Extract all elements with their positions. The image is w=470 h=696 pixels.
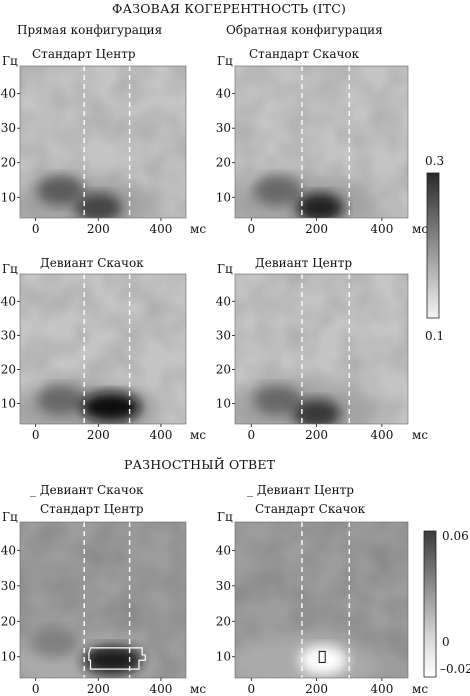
y-tick-label: 30 <box>216 328 231 342</box>
plot-frame <box>234 521 409 679</box>
diff1-title-top: _ Девиант Скачок <box>30 483 144 497</box>
y-tick-label: 20 <box>1 614 16 628</box>
x-tick-label: 0 <box>248 222 256 236</box>
y-tick-label: 30 <box>1 579 16 593</box>
reverse-config-label: Обратная конфигурация <box>226 23 383 37</box>
y-tick-label: 40 <box>216 87 231 101</box>
diff1-title-bottom: Стандарт Центр <box>40 502 144 516</box>
plot-frame <box>19 65 187 219</box>
direct-config-label: Прямая конфигурация <box>17 23 163 37</box>
y-axis-unit: Гц <box>217 54 233 68</box>
main-title: ФАЗОВАЯ КОГЕРЕНТНОСТЬ (ITC) <box>112 1 347 16</box>
y-tick-label: 20 <box>1 362 16 376</box>
diff2-title-top: _ Девиант Центр <box>247 483 354 497</box>
x-tick-label: 400 <box>149 222 172 236</box>
significance-outline <box>88 647 146 670</box>
y-tick-label: 10 <box>1 190 16 204</box>
y-tick-label: 40 <box>1 294 16 308</box>
y-axis-unit: Гц <box>2 54 18 68</box>
y-tick-label: 40 <box>1 543 16 557</box>
x-tick-label: 0 <box>32 428 40 442</box>
x-tick-label: 400 <box>149 682 172 696</box>
plot-frame <box>19 273 187 425</box>
x-tick-label: 0 <box>248 682 256 696</box>
heatmap-peak-0 <box>299 645 348 676</box>
heatmap-peak-1 <box>74 192 123 218</box>
panel-title-std-center: Стандарт Центр <box>32 47 136 61</box>
x-tick-label: 200 <box>87 682 110 696</box>
heatmap-peak-1 <box>30 627 79 658</box>
x-tick-label: 200 <box>305 222 328 236</box>
x-tick-label: 0 <box>32 222 40 236</box>
x-tick-label: 200 <box>87 222 110 236</box>
heatmap-peak-0 <box>82 645 143 676</box>
y-axis-unit: Гц <box>2 510 18 524</box>
x-tick-label: 400 <box>370 428 393 442</box>
x-axis-unit: мс <box>412 682 428 696</box>
y-tick-label: 10 <box>216 190 231 204</box>
y-tick-label: 20 <box>1 156 16 170</box>
y-axis-unit: Гц <box>2 262 18 276</box>
x-tick-label: 200 <box>305 682 328 696</box>
y-tick-label: 30 <box>1 328 16 342</box>
heatmap-peak-1 <box>80 391 141 422</box>
colorbar-itc-max: 0.3 <box>425 154 445 168</box>
x-tick-label: 0 <box>32 682 40 696</box>
panel-title-std-jump: Стандарт Скачок <box>249 47 360 61</box>
x-axis-unit: мс <box>190 222 206 236</box>
y-tick-label: 30 <box>216 121 231 135</box>
plot-frame <box>234 273 409 425</box>
y-tick-label: 40 <box>1 87 16 101</box>
x-axis-unit: мс <box>412 428 428 442</box>
heatmap-peak-0 <box>36 175 85 206</box>
y-tick-label: 10 <box>1 397 16 411</box>
y-axis-unit: Гц <box>217 510 233 524</box>
heatmap-peak-0 <box>253 175 302 206</box>
heatmap-peak-1 <box>295 192 344 218</box>
significance-outline <box>318 650 326 663</box>
colorbar-diff-max: 0.06 <box>442 529 469 543</box>
y-tick-label: 40 <box>216 543 231 557</box>
x-tick-label: 400 <box>370 222 393 236</box>
y-tick-label: 20 <box>216 156 231 170</box>
colorbar-diff-min: –0.02 <box>440 662 470 676</box>
colorbar-itc-min: 0.1 <box>425 329 445 343</box>
y-tick-label: 10 <box>216 650 231 664</box>
section2-title: РАЗНОСТНЫЙ ОТВЕТ <box>124 457 276 472</box>
y-tick-label: 40 <box>216 294 231 308</box>
heatmap-peak-0 <box>253 385 302 416</box>
y-axis-unit: Гц <box>217 262 233 276</box>
x-tick-label: 200 <box>87 428 110 442</box>
colorbar-diff-zero: 0 <box>442 635 450 649</box>
plot-frame <box>19 521 187 679</box>
y-tick-label: 30 <box>1 121 16 135</box>
panel-title-dev-center: Девиант Центр <box>255 256 353 270</box>
y-tick-label: 10 <box>1 650 16 664</box>
x-axis-unit: мс <box>190 428 206 442</box>
heatmap-peak-0 <box>36 385 85 416</box>
x-tick-label: 400 <box>149 428 172 442</box>
y-tick-label: 30 <box>216 579 231 593</box>
panel-title-dev-jump: Девиант Скачок <box>40 256 144 270</box>
y-tick-label: 20 <box>216 362 231 376</box>
heatmap-peak-1 <box>292 398 341 424</box>
y-tick-label: 10 <box>216 397 231 411</box>
x-tick-label: 0 <box>248 428 256 442</box>
y-tick-label: 20 <box>216 614 231 628</box>
diff2-title-bottom: Стандарт Скачок <box>255 502 366 516</box>
x-axis-unit: мс <box>190 682 206 696</box>
x-axis-unit: мс <box>412 222 428 236</box>
plot-frame <box>234 65 409 219</box>
x-tick-label: 400 <box>370 682 393 696</box>
x-tick-label: 200 <box>305 428 328 442</box>
colorbar-itc <box>426 172 440 319</box>
colorbar-diff <box>423 530 437 678</box>
